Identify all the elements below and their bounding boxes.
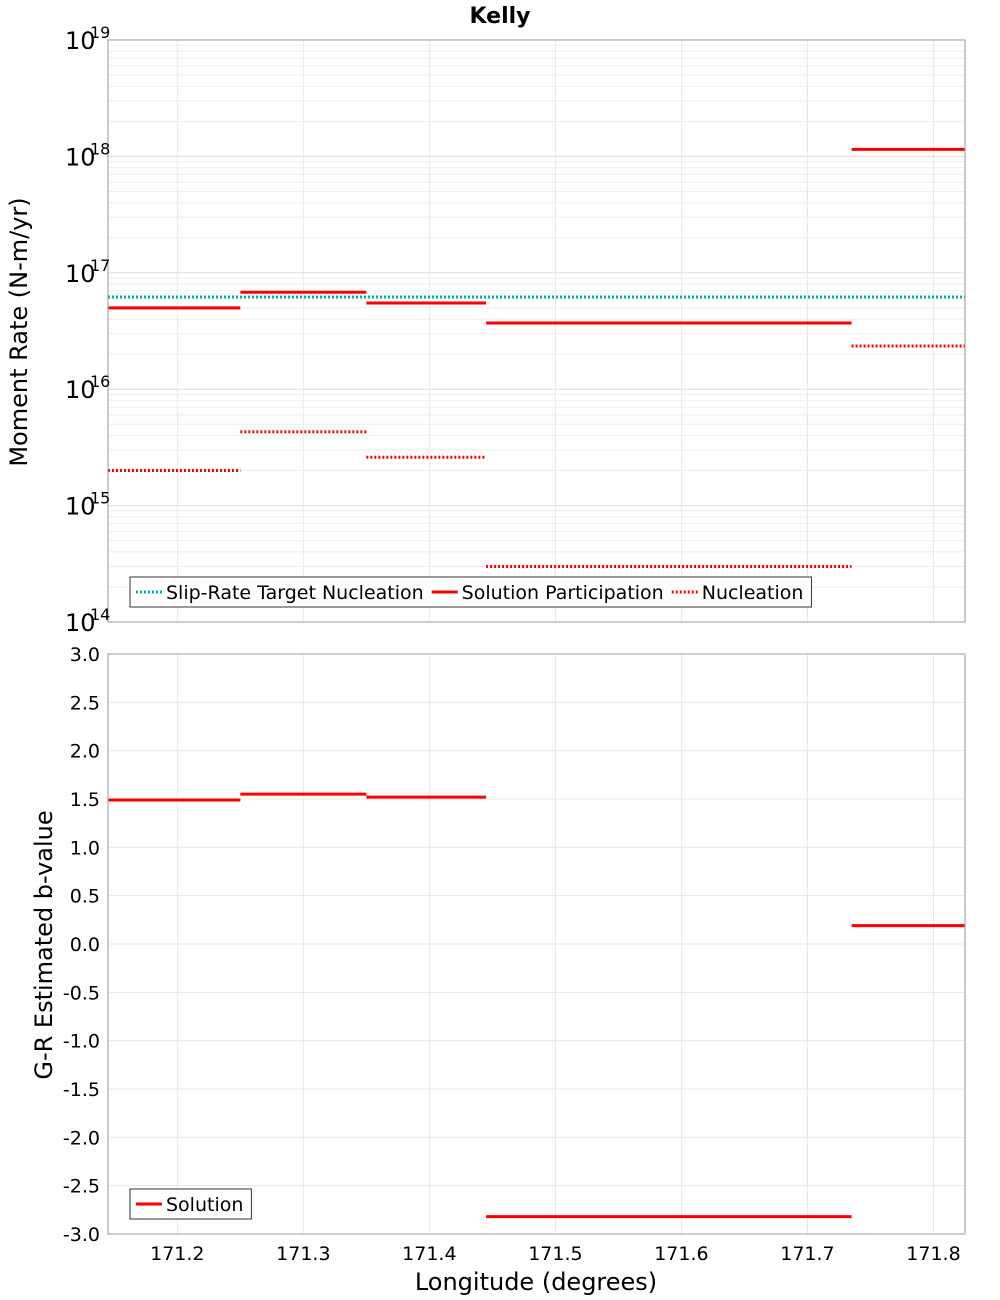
- tick-base: 10: [65, 493, 96, 521]
- bottom-plot-border: [107, 653, 966, 1235]
- bottom-series: [108, 792, 965, 1219]
- tick-base: 10: [65, 27, 96, 55]
- bottom-y-tick-label: 1.0: [70, 837, 100, 859]
- tick-base: 10: [65, 143, 96, 171]
- tick-exponent: 17: [90, 256, 110, 275]
- bottom-y-tick-label: 2.0: [70, 741, 100, 763]
- top-plot-border: [107, 39, 966, 623]
- tick-base: 10: [65, 609, 96, 637]
- bottom-y-tick-label: 1.5: [70, 789, 100, 811]
- top-gridlines: [108, 40, 965, 623]
- x-axis-ticks: 171.2 171.3 171.4 171.5 171.6 171.7 171.8: [150, 1243, 961, 1265]
- bottom-y-tick-label: -1.5: [63, 1079, 100, 1101]
- x-tick-label: 171.6: [654, 1243, 708, 1265]
- legend-label: Solution Participation: [462, 582, 664, 604]
- bottom-y-tick-label: 2.5: [70, 692, 100, 714]
- tick-exponent: 18: [90, 139, 110, 158]
- top-y-axis-label: Moment Rate (N-m/yr): [5, 197, 33, 466]
- tick-exponent: 15: [90, 489, 110, 508]
- tick-base: 10: [65, 260, 96, 288]
- legend-box: [129, 576, 812, 608]
- b-value-plot: 3.0 2.5 2.0 1.5 1.0 0.5 0.0 -0.5 -1.0 -1.5 -2.0 -2.…: [30, 644, 966, 1296]
- bottom-y-axis-ticks: 3.0 2.5 2.0 1.5 1.0 0.5 0.0 -0.5 -1.0 -1.5 -2.0 -2.…: [63, 644, 100, 1246]
- x-axis-label: Longitude (degrees): [415, 1268, 657, 1296]
- legend-label: Solution: [166, 1194, 243, 1216]
- top-legend: Slip-Rate Target Nucleation Solution Part…: [129, 576, 812, 608]
- x-tick-label: 171.5: [528, 1243, 582, 1265]
- bottom-y-tick-label: -0.5: [63, 982, 100, 1004]
- bottom-y-tick-label: -2.5: [63, 1176, 100, 1198]
- x-tick-label: 171.3: [276, 1243, 330, 1265]
- bottom-y-tick-label: 0.0: [70, 934, 100, 956]
- x-tick-label: 171.7: [780, 1243, 834, 1265]
- bottom-y-axis-label: G-R Estimated b-value: [30, 810, 58, 1079]
- tick-base: 10: [65, 376, 96, 404]
- tick-exponent: 19: [90, 23, 110, 42]
- tick-exponent: 16: [90, 372, 110, 391]
- legend-label: Nucleation: [702, 582, 804, 604]
- x-tick-label: 171.2: [150, 1243, 204, 1265]
- bottom-y-tick-label: 0.5: [70, 886, 100, 908]
- bottom-y-tick-label: 3.0: [70, 644, 100, 666]
- bottom-y-tick-label: -2.0: [63, 1127, 100, 1149]
- bottom-legend: Solution: [129, 1188, 252, 1220]
- x-tick-label: 171.4: [402, 1243, 456, 1265]
- legend-label: Slip-Rate Target Nucleation: [166, 582, 424, 604]
- x-tick-label: 171.8: [906, 1243, 960, 1265]
- top-series: [108, 147, 965, 568]
- bottom-y-tick-label: -3.0: [63, 1224, 100, 1246]
- bottom-y-tick-label: -1.0: [63, 1031, 100, 1053]
- top-plot-area: [108, 40, 965, 622]
- tick-exponent: 14: [90, 605, 110, 624]
- chart-title: Kelly: [469, 4, 530, 29]
